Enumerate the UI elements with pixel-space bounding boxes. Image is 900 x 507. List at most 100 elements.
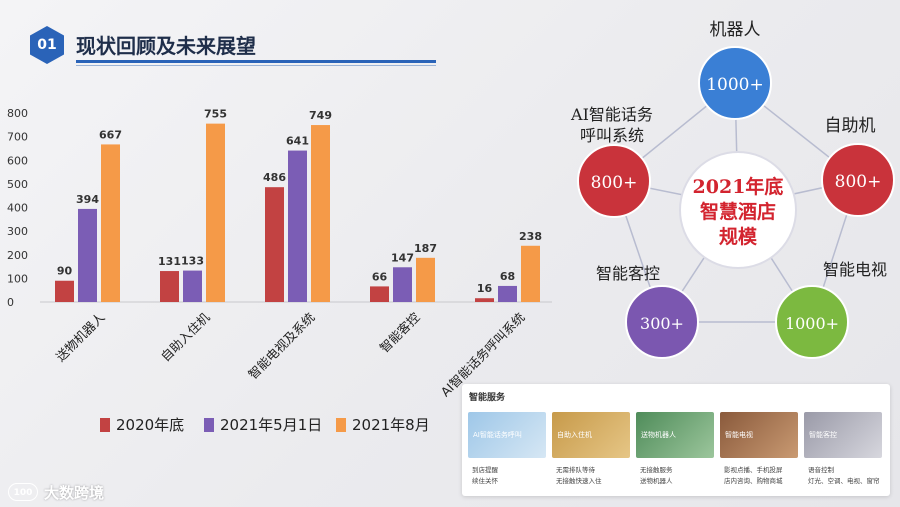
bar-2021-may bbox=[183, 270, 202, 302]
service-card: 智能客控 语音控制 灯光、空调、电视、窗帘 bbox=[804, 412, 882, 490]
bar-2021-may bbox=[393, 267, 412, 302]
bubble-label-line2: 呼叫系统 bbox=[580, 126, 644, 145]
bar-2021-aug bbox=[416, 257, 435, 302]
y-tick-label: 0 bbox=[7, 296, 14, 309]
smart-services-panel: 智能服务 AI智能话务呼叫 到店提醒 续住关怀 自助入住机 无需排队等待 无接触… bbox=[462, 384, 890, 496]
service-card-line1: 语音控制 bbox=[808, 466, 834, 474]
legend-swatch-2021-may bbox=[204, 417, 214, 432]
service-card-line2: 续住关怀 bbox=[472, 477, 498, 485]
bar-2020 bbox=[55, 280, 74, 302]
data-label-2021-aug: 667 bbox=[99, 128, 122, 141]
y-tick-label: 700 bbox=[7, 131, 28, 144]
bar-2021-aug bbox=[311, 125, 330, 302]
y-tick-label: 100 bbox=[7, 272, 28, 285]
category-label: 智能电视及系统 bbox=[245, 310, 317, 382]
service-card-image bbox=[468, 412, 546, 458]
chart-legend: 2020年底 2021年5月1日 2021年8月 bbox=[100, 414, 460, 436]
bar-chart: 0 100 200 300 400 500 600 700 800 90 131 486 66 16 394… bbox=[7, 107, 552, 399]
bar-2020 bbox=[160, 271, 179, 302]
service-card-line2: 无接触快速入住 bbox=[556, 477, 602, 485]
bubble-label: 自助机 bbox=[825, 116, 876, 136]
service-card-line1: 到店提醒 bbox=[472, 466, 498, 474]
bar-2021-may bbox=[78, 208, 97, 302]
legend-item-2021-may: 2021年5月1日 bbox=[204, 414, 322, 435]
bar-2021-aug bbox=[521, 245, 540, 302]
bubble-robot: 1000+ 机器人 bbox=[698, 20, 772, 120]
title-underline bbox=[76, 60, 436, 63]
service-card: 智能电视 影视点播、手机投屏 店内咨询、购物商城 bbox=[720, 412, 798, 490]
y-tick-label: 300 bbox=[7, 225, 28, 238]
y-tick-label: 400 bbox=[7, 202, 28, 215]
bubble-room-control: 300+ 智能客控 bbox=[596, 264, 699, 359]
watermark: 100 大数跨境 bbox=[8, 481, 104, 503]
service-card-line1: 无接触服务 bbox=[640, 466, 673, 474]
data-label-2021-may: 147 bbox=[391, 251, 414, 264]
data-label-2020: 131 bbox=[158, 255, 181, 268]
bubble-kiosk: 800+ 自助机 bbox=[821, 116, 895, 217]
service-card: 自助入住机 无需排队等待 无接触快速入住 bbox=[552, 412, 630, 490]
bubble-circle bbox=[775, 285, 849, 359]
hotel-scale-diagram: 1000+ 机器人 800+ 自助机 1000+ 智能电视 300+ 智能客控 … bbox=[570, 20, 895, 359]
service-card: AI智能话务呼叫 到店提醒 续住关怀 bbox=[468, 412, 546, 490]
bar-2021-aug bbox=[206, 123, 225, 302]
bubble-value: 800+ bbox=[591, 173, 638, 193]
legend-label-2020: 2020年底 bbox=[116, 416, 185, 434]
category-label: 自助入住机 bbox=[158, 309, 213, 364]
service-card-image bbox=[804, 412, 882, 458]
legend-item-2021-aug: 2021年8月 bbox=[336, 414, 430, 435]
legend-label-2021-may: 2021年5月1日 bbox=[220, 416, 323, 434]
bubble-value: 1000+ bbox=[785, 314, 839, 333]
bar-2021-may bbox=[288, 150, 307, 302]
y-tick-label: 500 bbox=[7, 178, 28, 191]
page-title: 现状回顾及未来展望 bbox=[76, 34, 256, 58]
bubble-circle bbox=[698, 46, 772, 120]
service-card-tag: 送物机器人 bbox=[641, 431, 676, 439]
y-tick-label: 200 bbox=[7, 249, 28, 262]
bubble-circle bbox=[625, 285, 699, 359]
bar-2020 bbox=[475, 298, 494, 302]
center-circle: 2021年底 智慧酒店 规模 bbox=[679, 151, 797, 269]
service-card-image bbox=[720, 412, 798, 458]
legend-swatch-2021-aug bbox=[336, 417, 346, 432]
data-label-2021-aug: 755 bbox=[204, 108, 227, 121]
data-label-2021-aug: 749 bbox=[309, 109, 332, 122]
y-tick-label: 800 bbox=[7, 107, 28, 120]
bar-2020 bbox=[370, 286, 389, 302]
data-label-2021-aug: 187 bbox=[414, 242, 437, 255]
service-card-line1: 影视点播、手机投屏 bbox=[724, 466, 783, 474]
slide-header: 01 现状回顾及未来展望 bbox=[30, 24, 450, 68]
bubble-circle bbox=[577, 144, 651, 218]
service-card-line2: 店内咨询、购物商城 bbox=[724, 477, 783, 485]
bubble-circle bbox=[821, 143, 895, 217]
data-label-2020: 66 bbox=[372, 270, 388, 283]
service-card-tag: AI智能话务呼叫 bbox=[473, 431, 522, 439]
service-card-image bbox=[636, 412, 714, 458]
data-label-2021-may: 394 bbox=[76, 193, 99, 206]
data-label-2020: 90 bbox=[57, 265, 73, 278]
title-underline-thin bbox=[76, 65, 436, 66]
data-label-2021-may: 133 bbox=[181, 255, 204, 268]
bubble-value: 1000+ bbox=[706, 75, 764, 95]
service-card: 送物机器人 无接触服务 送物机器人 bbox=[636, 412, 714, 490]
legend-item-2020: 2020年底 bbox=[100, 414, 184, 435]
bar-2021-may bbox=[498, 285, 517, 302]
center-circle-bg bbox=[679, 151, 797, 269]
bubble-ai-call: 800+ AI智能话务 呼叫系统 bbox=[570, 105, 653, 218]
service-card-line2: 灯光、空调、电视、窗帘 bbox=[808, 477, 880, 485]
service-card-image bbox=[552, 412, 630, 458]
category-label: 送物机器人 bbox=[53, 309, 108, 364]
legend-swatch-2020 bbox=[100, 417, 110, 432]
bubble-value: 800+ bbox=[835, 172, 882, 192]
section-number-badge: 01 bbox=[30, 26, 64, 64]
data-label-2021-aug: 238 bbox=[519, 230, 542, 243]
y-tick-label: 600 bbox=[7, 154, 28, 167]
center-title-line1: 2021年底 bbox=[693, 175, 784, 198]
data-label-2020: 16 bbox=[477, 282, 493, 295]
service-card-line1: 无需排队等待 bbox=[556, 466, 595, 474]
service-card-tag: 智能电视 bbox=[725, 431, 753, 439]
legend-label-2021-aug: 2021年8月 bbox=[352, 416, 430, 434]
data-label-2021-may: 641 bbox=[286, 135, 309, 148]
category-label: 智能客控 bbox=[377, 309, 423, 355]
service-card-tag: 智能客控 bbox=[809, 431, 837, 439]
center-title-line3: 规模 bbox=[719, 225, 758, 248]
